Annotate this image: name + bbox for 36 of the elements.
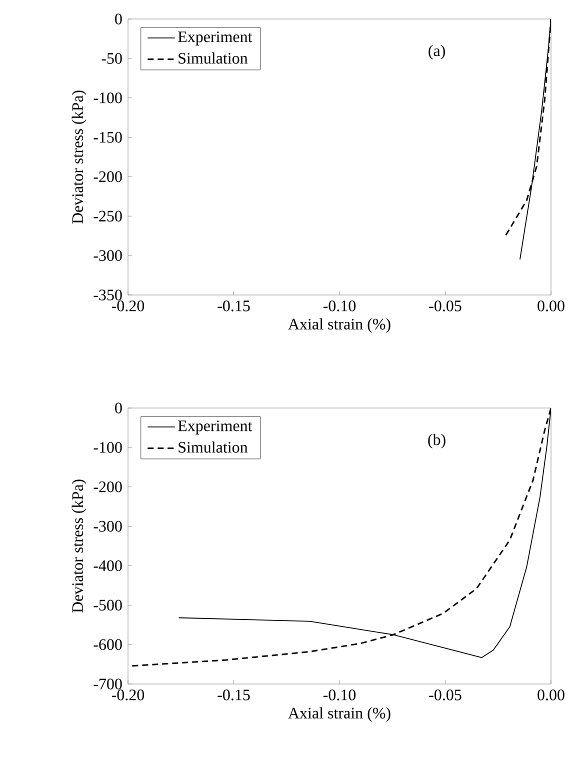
y-tick-label: -500 bbox=[94, 600, 122, 611]
x-tick-label: -0.20 bbox=[112, 300, 144, 312]
x-tick-label: -0.10 bbox=[323, 300, 356, 312]
y-tick-label: -600 bbox=[94, 639, 122, 650]
y-tick-label: -200 bbox=[94, 481, 122, 492]
y-tick-label: -350 bbox=[94, 290, 122, 300]
x-tick-label: -0.05 bbox=[429, 690, 462, 700]
legend-label: Simulation bbox=[178, 52, 248, 64]
y-tick-label: -400 bbox=[94, 560, 122, 572]
x-tick-label: -0.05 bbox=[429, 300, 462, 312]
x-axis-title: Axial strain (%) bbox=[288, 707, 390, 722]
x-tick-label: -0.10 bbox=[323, 690, 356, 700]
x-tick-label: -0.15 bbox=[218, 300, 250, 312]
x-tick-label: -0.15 bbox=[218, 690, 250, 700]
y-tick-label: -700 bbox=[94, 678, 122, 690]
legend-label: Experiment bbox=[178, 420, 252, 434]
y-tick-label: -250 bbox=[94, 210, 122, 222]
legend-label: Experiment bbox=[178, 31, 252, 46]
y-axis-title: Deviator stress (kPa) bbox=[72, 90, 86, 224]
y-tick-label: -50 bbox=[102, 53, 122, 64]
x-tick-label: 0.00 bbox=[538, 300, 564, 312]
y-tick-label: 0 bbox=[115, 14, 122, 24]
y-tick-label: -100 bbox=[94, 92, 122, 104]
y-tick-label: -200 bbox=[94, 171, 122, 182]
annotation: (a) bbox=[428, 44, 445, 60]
x-tick-label: 0.00 bbox=[538, 690, 564, 700]
annotation: (b) bbox=[428, 434, 446, 448]
y-axis-title: Deviator stress (kPa) bbox=[72, 480, 86, 613]
y-tick-label: -300 bbox=[94, 520, 122, 532]
y-tick-label: 0 bbox=[115, 402, 122, 414]
x-tick-label: -0.20 bbox=[112, 690, 144, 700]
y-tick-label: -150 bbox=[94, 132, 122, 143]
x-axis-title: Axial strain (%) bbox=[288, 318, 390, 333]
y-tick-label: -100 bbox=[94, 442, 122, 453]
legend-label: Simulation bbox=[178, 441, 248, 453]
y-tick-label: -300 bbox=[94, 250, 122, 261]
